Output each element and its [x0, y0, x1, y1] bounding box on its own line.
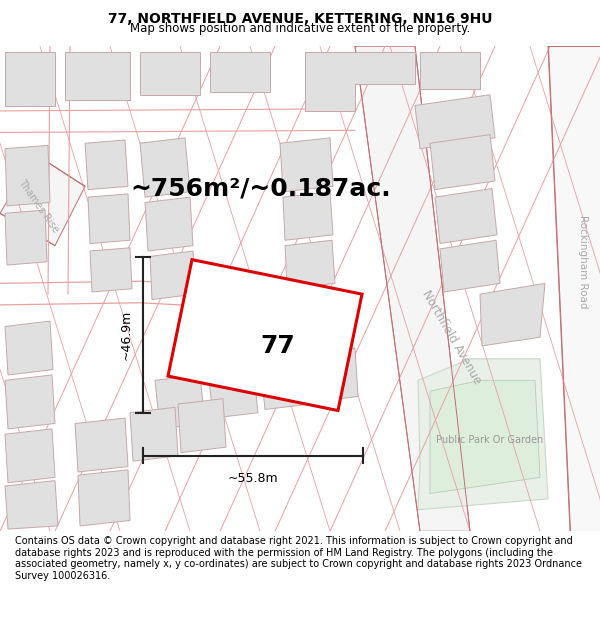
- Text: Public Park Or Garden: Public Park Or Garden: [436, 434, 544, 444]
- Text: Thames Rise: Thames Rise: [16, 177, 60, 234]
- Polygon shape: [5, 146, 50, 206]
- Polygon shape: [65, 52, 130, 100]
- Polygon shape: [5, 481, 58, 529]
- Polygon shape: [5, 210, 47, 265]
- Polygon shape: [415, 95, 495, 149]
- Polygon shape: [85, 140, 128, 189]
- Text: Rockingham Road: Rockingham Road: [578, 215, 588, 309]
- Polygon shape: [280, 138, 333, 192]
- Text: ~55.8m: ~55.8m: [227, 472, 278, 485]
- Polygon shape: [435, 189, 497, 244]
- Polygon shape: [305, 52, 415, 111]
- Text: 77: 77: [260, 334, 295, 358]
- Polygon shape: [78, 470, 130, 526]
- Polygon shape: [5, 429, 55, 483]
- Polygon shape: [420, 52, 480, 89]
- Polygon shape: [75, 418, 128, 472]
- Polygon shape: [283, 192, 333, 240]
- Text: 77, NORTHFIELD AVENUE, KETTERING, NN16 9HU: 77, NORTHFIELD AVENUE, KETTERING, NN16 9…: [108, 11, 492, 26]
- Polygon shape: [210, 52, 270, 91]
- Polygon shape: [168, 259, 362, 411]
- Polygon shape: [285, 240, 335, 289]
- Polygon shape: [155, 375, 205, 429]
- Polygon shape: [130, 408, 178, 461]
- Text: Northfield Avenue: Northfield Avenue: [420, 288, 484, 386]
- Polygon shape: [480, 283, 545, 346]
- Polygon shape: [260, 356, 310, 409]
- Polygon shape: [5, 52, 55, 106]
- Polygon shape: [208, 364, 258, 418]
- Polygon shape: [310, 348, 358, 402]
- Polygon shape: [0, 154, 85, 246]
- Polygon shape: [140, 52, 200, 95]
- Polygon shape: [5, 375, 55, 429]
- Polygon shape: [440, 240, 500, 292]
- Polygon shape: [178, 399, 226, 452]
- Polygon shape: [418, 359, 548, 510]
- Polygon shape: [90, 248, 132, 292]
- Polygon shape: [150, 251, 196, 299]
- Polygon shape: [430, 134, 495, 189]
- Text: Contains OS data © Crown copyright and database right 2021. This information is : Contains OS data © Crown copyright and d…: [15, 536, 582, 581]
- Text: ~756m²/~0.187ac.: ~756m²/~0.187ac.: [130, 176, 391, 201]
- Polygon shape: [355, 46, 470, 531]
- Polygon shape: [145, 197, 193, 251]
- Text: ~46.9m: ~46.9m: [120, 310, 133, 360]
- Polygon shape: [5, 321, 53, 375]
- Polygon shape: [548, 46, 600, 531]
- Text: Map shows position and indicative extent of the property.: Map shows position and indicative extent…: [130, 22, 470, 34]
- Polygon shape: [88, 194, 130, 244]
- Polygon shape: [140, 138, 190, 197]
- Polygon shape: [430, 381, 540, 494]
